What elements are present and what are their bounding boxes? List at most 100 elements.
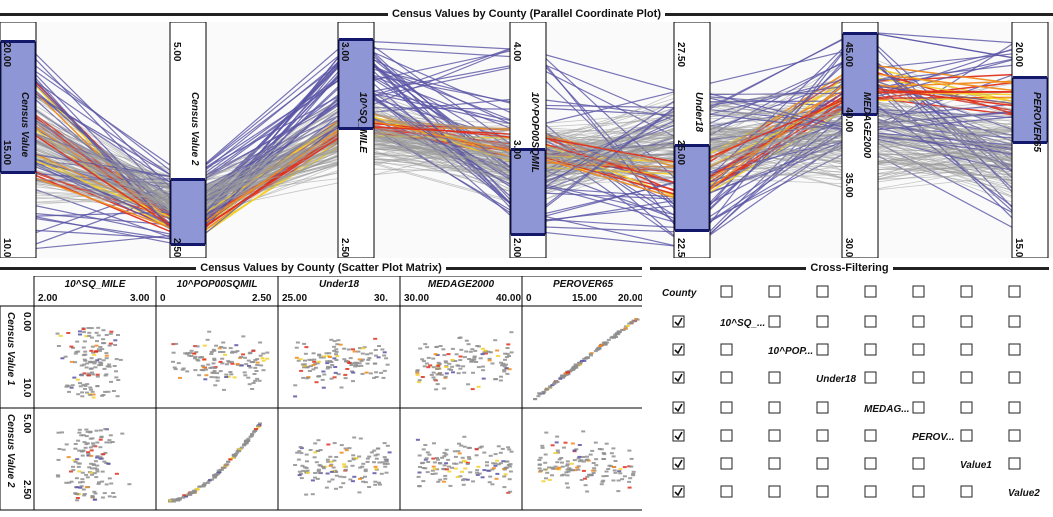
spm-cell[interactable] [521, 407, 645, 511]
pcp-axis[interactable]: 20.00 15.00 10.00 Census Value [0, 21, 37, 263]
pcp-axis[interactable]: 45.00 40.00 35.00 30.00 MEDAGE2000 [841, 21, 879, 263]
cf-checkbox[interactable] [720, 485, 733, 498]
spm-cell[interactable] [33, 407, 157, 511]
pcp-brush-handle-top[interactable] [843, 32, 877, 35]
cf-checkbox[interactable] [720, 401, 733, 414]
cf-checkbox[interactable] [672, 315, 685, 328]
cf-checkbox[interactable] [768, 485, 781, 498]
cf-checkbox[interactable] [816, 285, 829, 298]
pcp-brush-handle-bottom[interactable] [675, 229, 709, 232]
cf-checkbox[interactable] [912, 343, 925, 356]
pcp-axis[interactable]: 3.00 2.50 10^SQ_MILE [337, 21, 375, 259]
cf-checkbox[interactable] [672, 457, 685, 470]
cf-checkbox[interactable] [720, 457, 733, 470]
pcp-brush-handle-bottom[interactable] [511, 233, 545, 236]
cf-checkbox[interactable] [912, 315, 925, 328]
spm-cell[interactable] [277, 305, 401, 409]
cf-checkbox[interactable] [816, 485, 829, 498]
cf-checkbox[interactable] [864, 371, 877, 384]
cf-checkbox[interactable] [816, 315, 829, 328]
pcp-brush-handle-top[interactable] [339, 38, 373, 41]
pcp-brush-handle-bottom[interactable] [171, 243, 205, 246]
spm-cell[interactable] [155, 407, 279, 511]
spm-cell[interactable] [155, 305, 279, 409]
cf-checkbox[interactable] [960, 285, 973, 298]
cf-checkbox[interactable] [720, 371, 733, 384]
spm-cell[interactable] [399, 305, 523, 409]
pcp-axis[interactable]: 20.00 15.00 PEROVER65 [1011, 21, 1049, 263]
spm-cell[interactable] [33, 305, 157, 409]
pcp-brush-handle-top[interactable] [511, 148, 545, 151]
cf-checkbox[interactable] [768, 285, 781, 298]
cf-checkbox[interactable] [720, 429, 733, 442]
cf-checkbox[interactable] [1008, 315, 1021, 328]
cf-checkbox[interactable] [960, 371, 973, 384]
cf-checkbox[interactable] [1008, 343, 1021, 356]
spm-column-header[interactable]: 10^POP00SQMIL 0 2.50 [155, 275, 279, 307]
cf-checkbox[interactable] [864, 315, 877, 328]
cf-checkbox[interactable] [960, 401, 973, 414]
spm-row-header[interactable]: Census Value 1 0.00 10.0 [0, 305, 35, 409]
cf-checkbox[interactable] [672, 485, 685, 498]
cf-checkbox[interactable] [672, 371, 685, 384]
cf-checkbox[interactable] [912, 485, 925, 498]
cf-checkbox[interactable] [960, 315, 973, 328]
cf-checkbox[interactable] [1008, 429, 1021, 442]
cf-checkbox[interactable] [816, 343, 829, 356]
spm-cell-frame[interactable] [521, 407, 645, 511]
spm-cell-frame[interactable] [399, 407, 523, 511]
pcp-brush-handle-top[interactable] [1, 40, 35, 43]
cf-checkbox[interactable] [768, 371, 781, 384]
pcp-brush[interactable] [0, 41, 36, 173]
parallel-coordinate-plot[interactable]: 20.00 15.00 10.00 Census Value 5.00 2.50 Censu… [0, 21, 1053, 263]
spm-cell-frame[interactable] [155, 305, 279, 409]
pcp-axis[interactable]: 4.00 3.00 2.00 10^POP00SQMIL [509, 21, 547, 259]
cf-checkbox[interactable] [912, 371, 925, 384]
cf-checkbox[interactable] [1008, 457, 1021, 470]
cf-checkbox[interactable] [864, 285, 877, 298]
cf-checkbox[interactable] [720, 285, 733, 298]
pcp-brush-handle-bottom[interactable] [339, 127, 373, 130]
cf-checkbox[interactable] [672, 429, 685, 442]
pcp-brush-handle-top[interactable] [675, 144, 709, 147]
pcp-brush-handle-bottom[interactable] [1, 171, 35, 174]
cf-checkbox[interactable] [912, 285, 925, 298]
cf-checkbox[interactable] [768, 401, 781, 414]
spm-cell-frame[interactable] [277, 407, 401, 511]
cf-checkbox[interactable] [1008, 371, 1021, 384]
pcp-brush[interactable] [842, 33, 878, 115]
cf-checkbox[interactable] [960, 429, 973, 442]
cf-checkbox[interactable] [816, 429, 829, 442]
spm-cell[interactable] [521, 305, 645, 409]
cf-checkbox[interactable] [912, 401, 925, 414]
cf-checkbox[interactable] [1008, 401, 1021, 414]
spm-column-header[interactable]: PEROVER65 0 15.00 20.00 [521, 275, 645, 307]
pcp-axis[interactable]: 27.50 25.00 22.50 Under18 [673, 21, 711, 263]
spm-row-header[interactable]: Census Value 2 5.00 2.50 [0, 407, 35, 511]
pcp-brush-handle-bottom[interactable] [1013, 141, 1047, 144]
cf-checkbox[interactable] [960, 343, 973, 356]
spm-column-header[interactable]: Under18 25.00 30. [277, 275, 401, 307]
cf-checkbox[interactable] [864, 485, 877, 498]
spm-cell-frame[interactable] [33, 305, 157, 409]
spm-cell-frame[interactable] [33, 407, 157, 511]
cf-checkbox[interactable] [768, 315, 781, 328]
pcp-panel[interactable]: 20.00 15.00 10.00 Census Value 5.00 2.50 Censu… [0, 21, 1053, 263]
cf-checkbox[interactable] [912, 457, 925, 470]
scatter-plot-matrix[interactable]: 10^SQ_MILE 2.00 3.00 10^POP00SQMIL 0 2.50 Unde… [0, 275, 645, 512]
pcp-brush-handle-bottom[interactable] [843, 113, 877, 116]
cf-checkbox[interactable] [768, 429, 781, 442]
pcp-brush-handle-top[interactable] [1013, 76, 1047, 79]
cf-checkbox[interactable] [864, 429, 877, 442]
cf-checkbox[interactable] [672, 401, 685, 414]
cf-checkbox[interactable] [864, 457, 877, 470]
cf-checkbox[interactable] [1008, 285, 1021, 298]
spm-column-header[interactable]: 10^SQ_MILE 2.00 3.00 [33, 275, 157, 307]
cf-checkbox[interactable] [720, 343, 733, 356]
spm-panel[interactable]: 10^SQ_MILE 2.00 3.00 10^POP00SQMIL 0 2.50 Unde… [0, 275, 645, 512]
cf-checkbox[interactable] [816, 401, 829, 414]
cf-checkbox[interactable] [864, 343, 877, 356]
pcp-axis[interactable]: 5.00 2.50 Census Value 2 [169, 21, 207, 259]
pcp-brush-handle-top[interactable] [171, 178, 205, 181]
pcp-brush[interactable] [170, 179, 206, 245]
